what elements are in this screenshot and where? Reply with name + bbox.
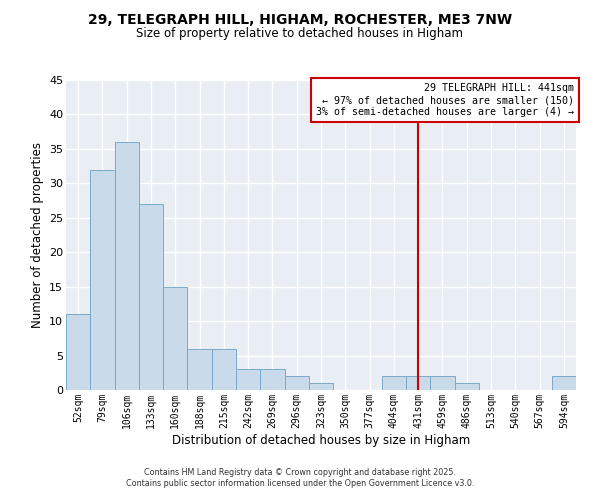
Bar (90, 170, 115, 390)
Text: Size of property relative to detached houses in Higham: Size of property relative to detached ho… (137, 28, 464, 40)
Bar (212, 348, 236, 390)
Bar (552, 376, 576, 390)
Bar (115, 142, 139, 390)
Text: 29 TELEGRAPH HILL: 441sqm
← 97% of detached houses are smaller (150)
3% of semi-: 29 TELEGRAPH HILL: 441sqm ← 97% of detac… (316, 84, 574, 116)
Bar (187, 348, 212, 390)
X-axis label: Distribution of detached houses by size in Higham: Distribution of detached houses by size … (172, 434, 470, 446)
Bar (236, 370, 260, 390)
Bar (139, 204, 163, 390)
Bar (309, 383, 333, 390)
Text: 29, TELEGRAPH HILL, HIGHAM, ROCHESTER, ME3 7NW: 29, TELEGRAPH HILL, HIGHAM, ROCHESTER, M… (88, 12, 512, 26)
Bar (260, 370, 284, 390)
Bar (284, 376, 309, 390)
Y-axis label: Number of detached properties: Number of detached properties (31, 142, 44, 328)
Bar (66, 314, 90, 390)
Bar (455, 383, 479, 390)
Bar (430, 376, 455, 390)
Text: Contains HM Land Registry data © Crown copyright and database right 2025.
Contai: Contains HM Land Registry data © Crown c… (126, 468, 474, 487)
Bar (382, 376, 406, 390)
Bar (163, 286, 187, 390)
Bar (406, 376, 430, 390)
